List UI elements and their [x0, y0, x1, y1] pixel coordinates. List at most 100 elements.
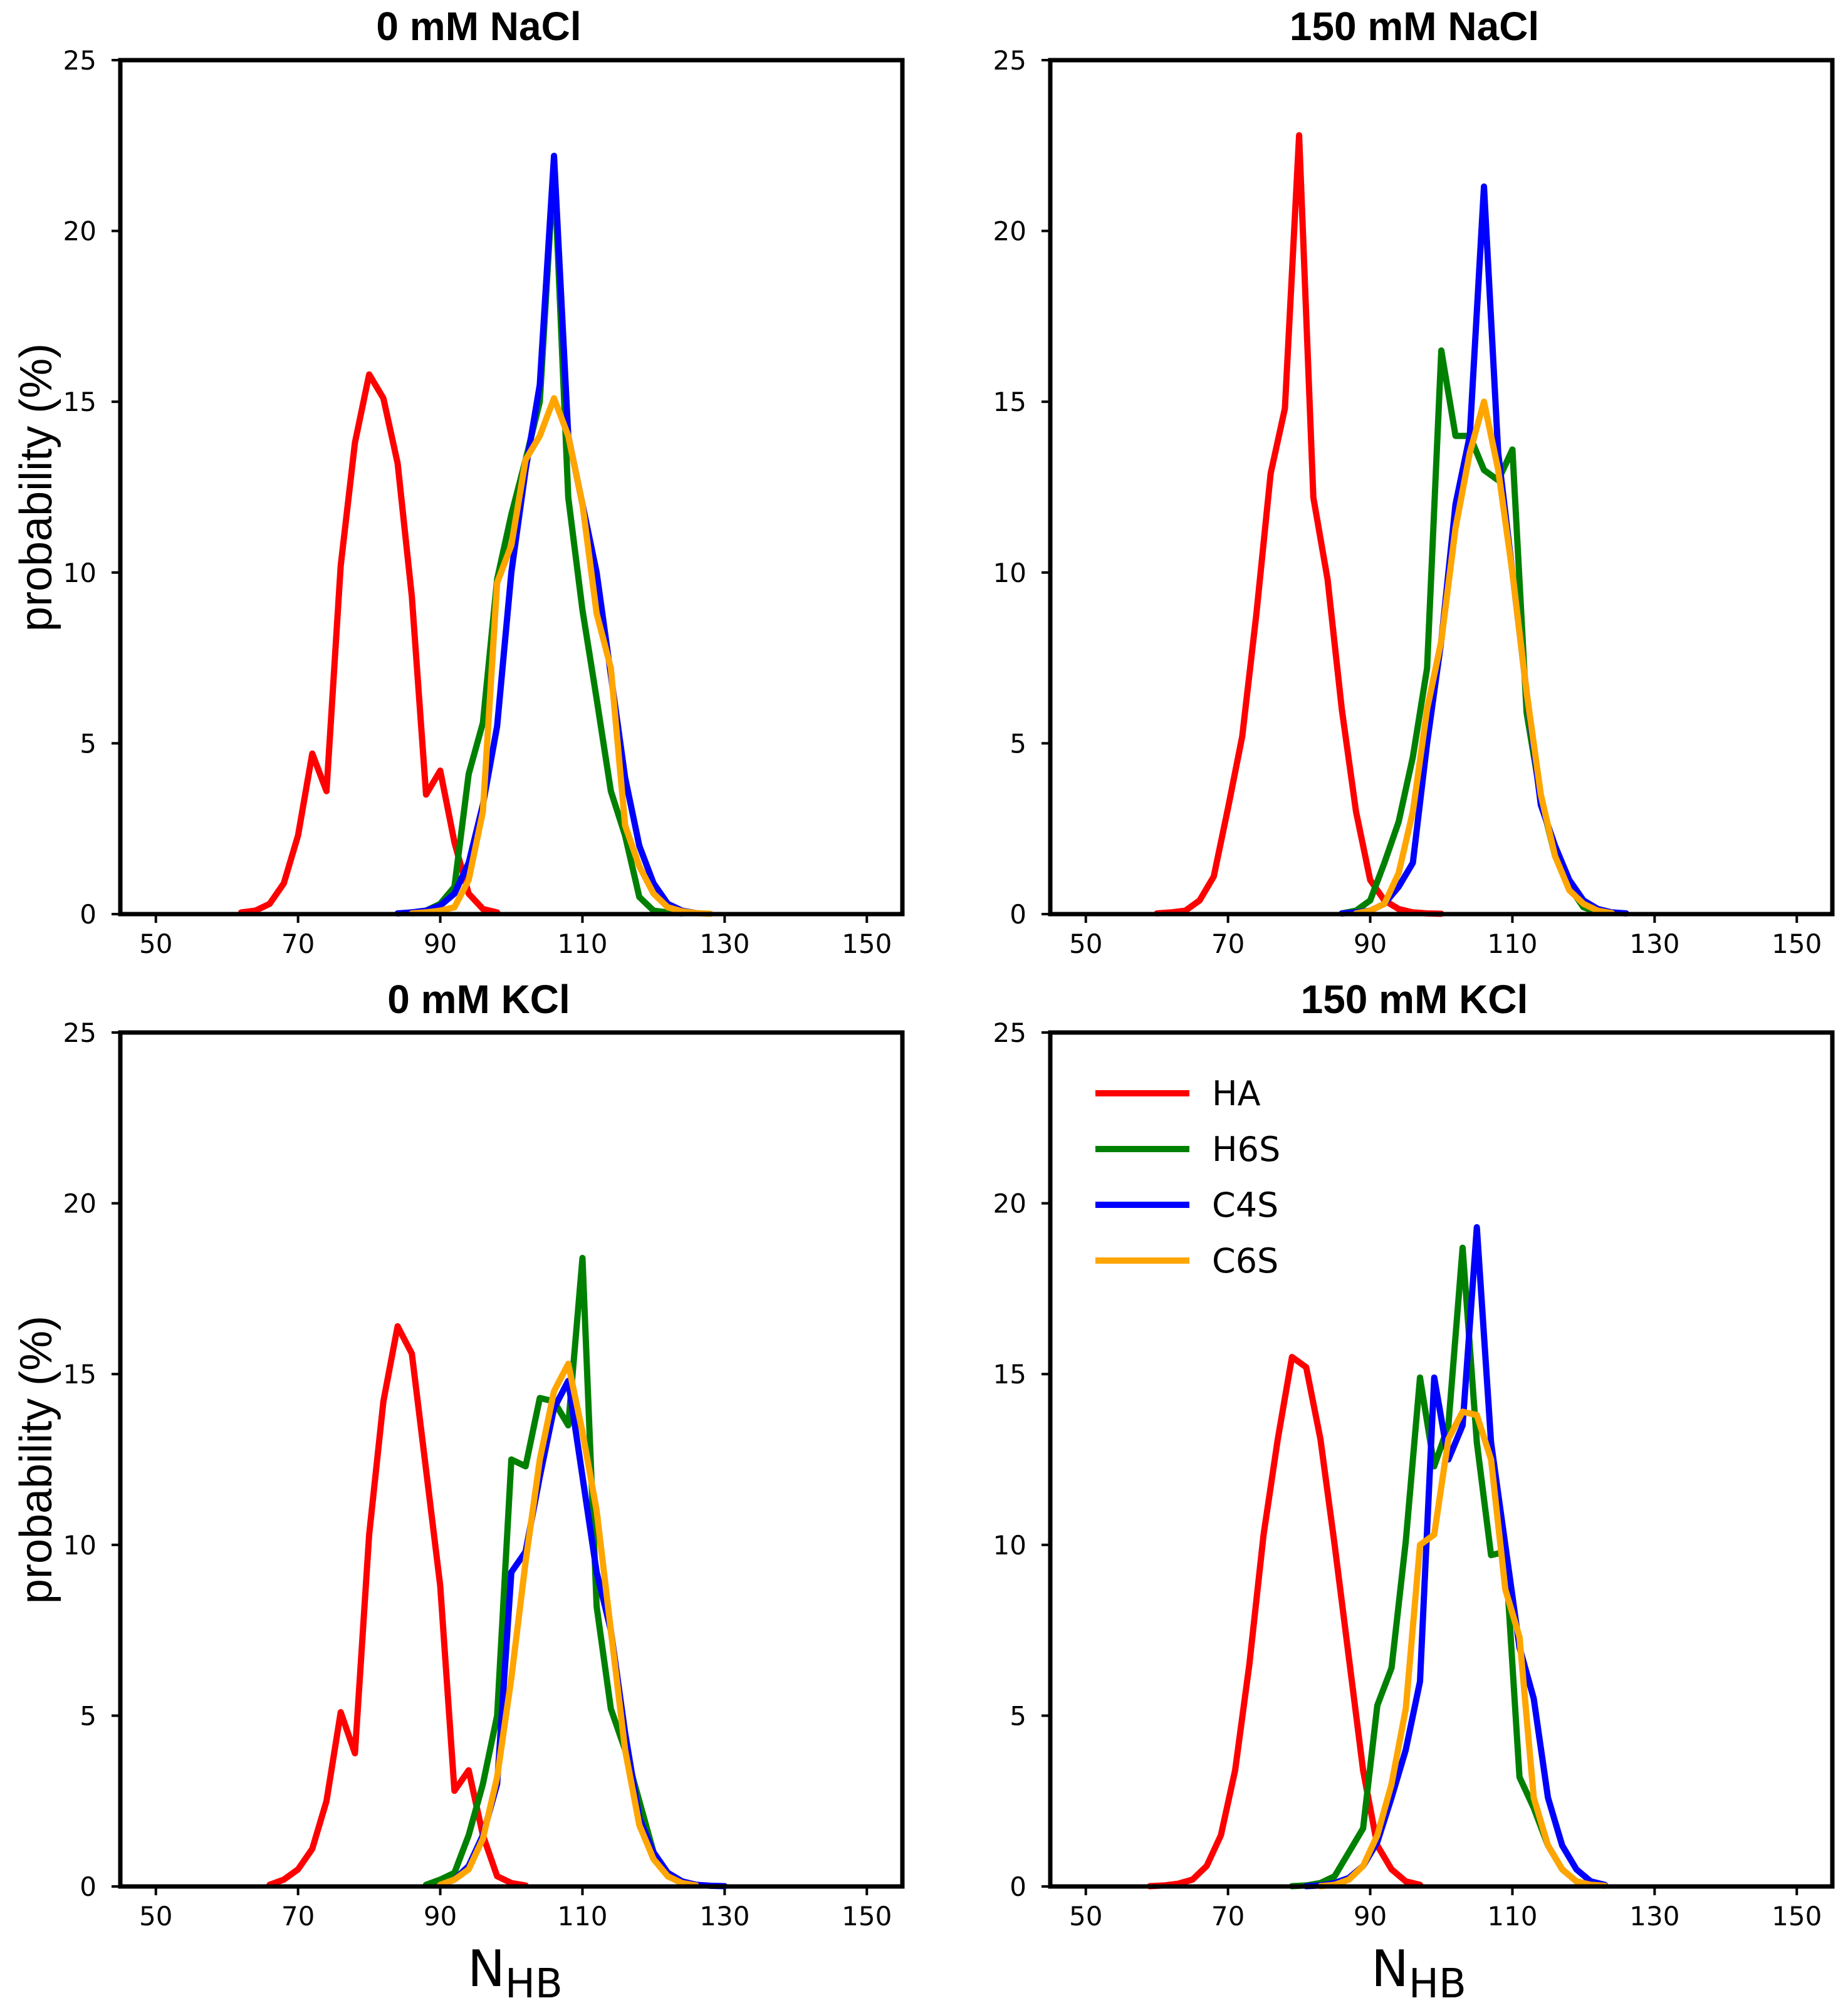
y-tick-label: 0 [80, 899, 97, 930]
y-tick-label: 0 [1010, 1871, 1026, 1902]
x-axis-label-main: N [1371, 1940, 1409, 1998]
panel-0-mm-nacl: 0 mM NaCl probability (%) 50 70 90 110 130 15… [11, 4, 905, 959]
y-tick-label: 0 [1010, 899, 1026, 930]
y-tick-label: 5 [80, 728, 97, 759]
y-tick-label: 20 [63, 1189, 97, 1219]
y-tick-label: 15 [63, 387, 97, 417]
series-group [1146, 1224, 1608, 1890]
x-tick-label: 130 [699, 929, 749, 959]
y-tick-label: 25 [63, 45, 97, 76]
x-tick-label: 150 [1772, 1901, 1822, 1932]
x-tick-label: 50 [1069, 929, 1102, 959]
y-tick-label: 25 [993, 45, 1026, 76]
x-axis-label: NHB [467, 1940, 563, 2003]
series-line-c6s [1317, 1408, 1608, 1890]
y-tick-label: 0 [80, 1871, 97, 1902]
x-tick-label: 110 [1487, 929, 1537, 959]
y-tick-label: 5 [1010, 728, 1026, 759]
x-axis-label-main: N [467, 1940, 505, 1998]
x-axis-label-subscript: HB [1409, 1961, 1466, 2003]
series-line-ha [266, 1323, 529, 1889]
series-line-c6s [409, 395, 714, 917]
x-tick-label: 70 [281, 929, 315, 959]
y-tick-label: 15 [63, 1359, 97, 1390]
y-tick-label: 25 [993, 1017, 1026, 1048]
series-line-c4s [437, 1378, 728, 1890]
x-tick-label: 130 [699, 1901, 749, 1932]
series-line-ha [1154, 132, 1444, 917]
axes-frame [118, 58, 905, 917]
tick-marks [1041, 1031, 1798, 1895]
x-tick-label: 150 [1772, 929, 1822, 959]
x-tick-label: 110 [1487, 1901, 1537, 1932]
y-tick-label: 10 [63, 558, 97, 588]
x-tick-label: 110 [557, 1901, 607, 1932]
series-group [266, 1254, 728, 1890]
x-tick-labels: 50 70 90 110 130 150 [1069, 929, 1822, 959]
y-tick-labels: 0 5 10 15 20 25 [63, 1017, 97, 1902]
x-axis-label-subscript: HB [505, 1961, 563, 2003]
y-tick-label: 10 [993, 1530, 1026, 1561]
series-line-c6s [437, 1360, 699, 1889]
series-line-ha [1146, 1353, 1423, 1890]
x-tick-label: 70 [1211, 929, 1245, 959]
x-tick-label: 70 [281, 1901, 315, 1932]
x-tick-label: 50 [139, 1901, 172, 1932]
x-tick-labels: 50 70 90 110 130 150 [1069, 1901, 1822, 1932]
y-tick-labels: 0 5 10 15 20 25 [993, 45, 1026, 930]
x-tick-labels: 50 70 90 110 130 150 [139, 929, 892, 959]
y-tick-label: 5 [1010, 1700, 1026, 1731]
x-axis-label: NHB [1371, 1940, 1466, 2003]
x-tick-label: 50 [139, 929, 172, 959]
y-tick-label: 10 [993, 558, 1026, 588]
series-line-h6s [422, 1254, 699, 1889]
axes-frame [1048, 58, 1835, 917]
x-tick-label: 150 [842, 929, 892, 959]
series-line-c4s [1339, 183, 1629, 917]
x-tick-label: 130 [1629, 1901, 1679, 1932]
y-axis-label: probability (%) [11, 343, 61, 632]
y-tick-label: 20 [993, 1189, 1026, 1219]
panel-title: 150 mM NaCl [1290, 4, 1539, 49]
legend: HA H6S C4S C6S [1095, 1074, 1280, 1281]
panel-150-mm-kcl: 150 mM KCl NHB 50 70 90 110 130 150 0 5 10 15 20 2… [993, 977, 1835, 2003]
x-tick-label: 90 [424, 929, 457, 959]
x-tick-label: 90 [424, 1901, 457, 1932]
x-tick-label: 90 [1354, 929, 1387, 959]
tick-marks [112, 59, 869, 923]
x-tick-label: 130 [1629, 929, 1679, 959]
series-line-ha [238, 371, 501, 916]
axes-frame [118, 1030, 905, 1889]
legend-label-c4s: C4S [1212, 1185, 1278, 1225]
x-tick-labels: 50 70 90 110 130 150 [139, 1901, 892, 1932]
panel-title: 150 mM KCl [1301, 977, 1528, 1022]
panel-title: 0 mM KCl [387, 977, 570, 1022]
y-tick-label: 15 [993, 387, 1026, 417]
x-tick-label: 150 [842, 1901, 892, 1932]
x-tick-label: 50 [1069, 1901, 1102, 1932]
x-tick-label: 110 [557, 929, 607, 959]
axes-frame [1048, 1030, 1835, 1889]
series-line-c4s [394, 152, 699, 917]
x-tick-label: 90 [1354, 1901, 1387, 1932]
legend-label-c6s: C6S [1212, 1241, 1278, 1281]
y-tick-label: 20 [993, 216, 1026, 247]
legend-label-h6s: H6S [1212, 1130, 1280, 1169]
panel-150-mm-nacl: 150 mM NaCl 50 70 90 110 130 150 0 5 10 15 20 25 [993, 4, 1835, 959]
panel-title: 0 mM NaCl [376, 4, 581, 49]
y-tick-label: 20 [63, 216, 97, 247]
legend-label-ha: HA [1212, 1074, 1261, 1113]
series-line-c6s [1352, 398, 1616, 917]
y-tick-label: 10 [63, 1530, 97, 1561]
y-tick-labels: 0 5 10 15 20 25 [993, 1017, 1026, 1902]
series-group [238, 152, 714, 917]
y-tick-label: 5 [80, 1700, 97, 1731]
series-group [1154, 132, 1629, 917]
y-tick-label: 25 [63, 1017, 97, 1048]
y-tick-labels: 0 5 10 15 20 25 [63, 45, 97, 930]
panel-0-mm-kcl: 0 mM KCl probability (%) NHB 50 70 90 110 13… [11, 977, 905, 2003]
y-tick-label: 15 [993, 1359, 1026, 1390]
x-tick-label: 70 [1211, 1901, 1245, 1932]
y-axis-label: probability (%) [11, 1316, 61, 1604]
